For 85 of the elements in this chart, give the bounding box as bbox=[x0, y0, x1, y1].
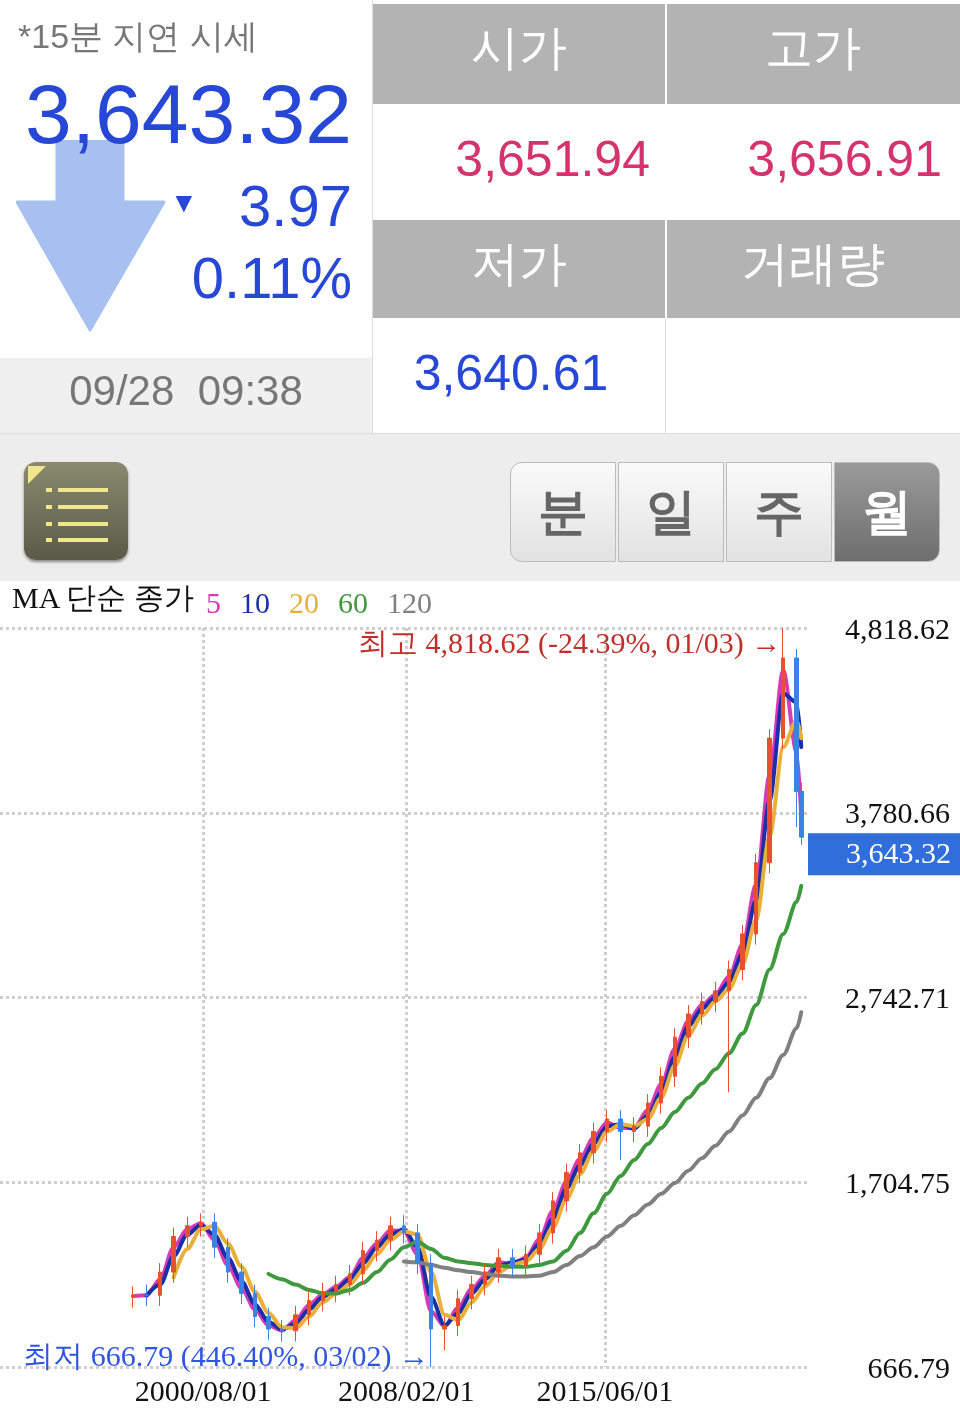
text: 고가 bbox=[764, 21, 862, 75]
candlestick bbox=[280, 1319, 284, 1343]
candlestick bbox=[442, 1316, 447, 1351]
candlestick bbox=[524, 1244, 528, 1278]
candlestick bbox=[212, 1212, 217, 1259]
candlestick bbox=[673, 1027, 677, 1088]
candlestick bbox=[591, 1122, 596, 1165]
candlestick bbox=[456, 1289, 460, 1337]
text: 60 bbox=[338, 585, 368, 619]
text: 10 bbox=[240, 585, 270, 619]
candlestick bbox=[727, 960, 731, 1093]
text: 3,640.61 bbox=[412, 345, 610, 401]
candlestick bbox=[226, 1237, 230, 1284]
candlestick bbox=[429, 1253, 433, 1368]
text: 3,651.94 bbox=[454, 131, 650, 187]
text: 분 bbox=[510, 462, 616, 562]
candlestick bbox=[632, 1116, 636, 1143]
candlestick bbox=[496, 1248, 501, 1284]
candlestick bbox=[713, 981, 718, 1013]
text: 120 bbox=[387, 585, 432, 619]
annotation: 최저 666.79 (446.40%, 03/02) → bbox=[23, 1338, 430, 1373]
text: ▼ bbox=[170, 187, 199, 219]
annotation: 최고 4,818.62 (-24.39%, 01/03) → bbox=[357, 625, 782, 660]
candlestick bbox=[618, 1109, 623, 1161]
candlestick bbox=[388, 1216, 393, 1252]
text: *15분 지연 시세 bbox=[18, 17, 259, 56]
candlestick bbox=[659, 1066, 663, 1115]
candlestick bbox=[307, 1291, 311, 1326]
legend-title: MA 단순 종가 bbox=[12, 580, 194, 614]
candlestick bbox=[781, 627, 785, 750]
text: 시가 bbox=[469, 21, 568, 75]
text: 3,643.32 bbox=[24, 67, 352, 161]
candlestick bbox=[483, 1262, 487, 1296]
candlestick bbox=[578, 1143, 582, 1184]
candlestick bbox=[469, 1275, 474, 1310]
y-tick-label: 3,780.66 bbox=[845, 796, 950, 830]
candlestick bbox=[266, 1307, 271, 1341]
x-tick-label: 2015/06/01 bbox=[536, 1373, 674, 1407]
y-tick-label: 4,818.62 bbox=[845, 611, 950, 645]
y-tick-label: 2,742.71 bbox=[845, 981, 950, 1014]
text: 월 bbox=[834, 462, 940, 562]
candlestick bbox=[144, 1284, 149, 1307]
candlestick bbox=[740, 924, 745, 981]
candlestick bbox=[171, 1227, 176, 1284]
candlestick bbox=[185, 1216, 190, 1248]
candlestick bbox=[402, 1214, 406, 1245]
candlestick bbox=[158, 1262, 162, 1307]
line-series bbox=[266, 883, 804, 1296]
candlestick bbox=[321, 1282, 325, 1312]
candlestick bbox=[537, 1223, 542, 1266]
text: 3,656.91 bbox=[746, 131, 942, 187]
x-tick-label: 2000/08/01 bbox=[134, 1373, 272, 1407]
candlestick bbox=[686, 1004, 691, 1049]
text: 거래량 bbox=[740, 237, 886, 291]
line-series bbox=[401, 1010, 804, 1279]
text: 일 bbox=[618, 462, 724, 562]
text: 5 bbox=[206, 585, 221, 619]
candlestick bbox=[361, 1241, 365, 1286]
text: 저가 bbox=[469, 237, 568, 291]
candlestick bbox=[253, 1284, 257, 1328]
candlestick bbox=[199, 1212, 203, 1237]
text: 0.11% bbox=[190, 245, 352, 310]
text: 3.97 bbox=[239, 173, 352, 238]
y-tick-label: 666.79 bbox=[867, 1350, 950, 1384]
candlestick bbox=[551, 1191, 555, 1245]
candlestick bbox=[767, 728, 772, 874]
text: 20 bbox=[289, 585, 319, 619]
candlestick bbox=[415, 1223, 420, 1275]
candlestick bbox=[700, 992, 704, 1026]
text: 주 bbox=[726, 462, 832, 562]
candlestick bbox=[334, 1275, 338, 1303]
x-tick-label: 2008/02/01 bbox=[337, 1373, 475, 1407]
candlestick bbox=[754, 853, 758, 946]
candlestick bbox=[605, 1109, 609, 1143]
text: 09/28 09:38 bbox=[68, 367, 304, 415]
candlestick bbox=[239, 1262, 244, 1305]
annotation: 3,643.32 bbox=[846, 835, 951, 869]
candlestick bbox=[510, 1248, 515, 1278]
candlestick bbox=[375, 1230, 379, 1262]
candlestick bbox=[348, 1264, 352, 1296]
y-tick-label: 1,704.75 bbox=[845, 1165, 950, 1199]
candlestick bbox=[293, 1305, 298, 1343]
candlestick bbox=[646, 1093, 650, 1138]
candlestick bbox=[564, 1163, 569, 1213]
candlestick bbox=[131, 1285, 135, 1309]
